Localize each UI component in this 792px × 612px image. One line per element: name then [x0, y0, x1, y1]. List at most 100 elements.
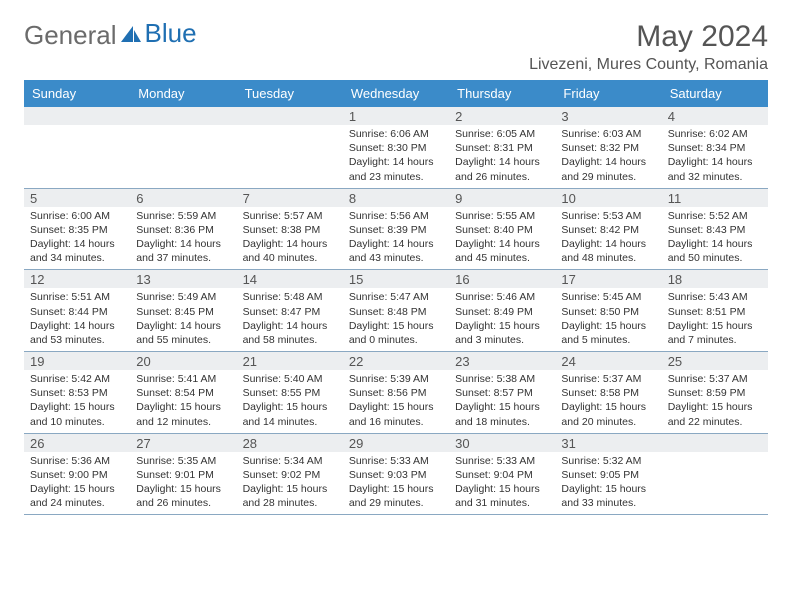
week-body-row: Sunrise: 5:51 AMSunset: 8:44 PMDaylight:… [24, 288, 768, 352]
daylight-line: Daylight: 15 hours and 28 minutes. [243, 482, 337, 510]
sunset-line: Sunset: 8:47 PM [243, 305, 337, 319]
day-cell: Sunrise: 5:53 AMSunset: 8:42 PMDaylight:… [555, 207, 661, 270]
sunrise-line: Sunrise: 5:46 AM [455, 290, 549, 304]
day-number: 26 [24, 434, 130, 452]
sunset-line: Sunset: 8:32 PM [561, 141, 655, 155]
daylight-line: Daylight: 14 hours and 55 minutes. [136, 319, 230, 347]
week-body-row: Sunrise: 5:36 AMSunset: 9:00 PMDaylight:… [24, 452, 768, 516]
weekday-header: Monday [130, 80, 236, 107]
sunrise-line: Sunrise: 5:35 AM [136, 454, 230, 468]
sunrise-line: Sunrise: 5:33 AM [349, 454, 443, 468]
sunrise-line: Sunrise: 5:55 AM [455, 209, 549, 223]
daylight-line: Daylight: 14 hours and 48 minutes. [561, 237, 655, 265]
location-text: Livezeni, Mures County, Romania [529, 56, 768, 74]
sunset-line: Sunset: 9:02 PM [243, 468, 337, 482]
page-header: General Blue May 2024 Livezeni, Mures Co… [24, 20, 768, 74]
daylight-line: Daylight: 15 hours and 14 minutes. [243, 400, 337, 428]
weekday-header: Saturday [662, 80, 768, 107]
day-cell: Sunrise: 5:56 AMSunset: 8:39 PMDaylight:… [343, 207, 449, 270]
sunset-line: Sunset: 8:36 PM [136, 223, 230, 237]
daylight-line: Daylight: 15 hours and 24 minutes. [30, 482, 124, 510]
sunrise-line: Sunrise: 5:37 AM [561, 372, 655, 386]
sunrise-line: Sunrise: 6:03 AM [561, 127, 655, 141]
daylight-line: Daylight: 14 hours and 53 minutes. [30, 319, 124, 347]
weekday-header: Sunday [24, 80, 130, 107]
sunrise-line: Sunrise: 5:53 AM [561, 209, 655, 223]
sunset-line: Sunset: 8:39 PM [349, 223, 443, 237]
daylight-line: Daylight: 15 hours and 29 minutes. [349, 482, 443, 510]
day-number: 8 [343, 189, 449, 207]
day-cell: Sunrise: 5:45 AMSunset: 8:50 PMDaylight:… [555, 288, 661, 351]
day-number: 5 [24, 189, 130, 207]
day-cell: Sunrise: 5:59 AMSunset: 8:36 PMDaylight:… [130, 207, 236, 270]
daylight-line: Daylight: 14 hours and 40 minutes. [243, 237, 337, 265]
sunrise-line: Sunrise: 5:39 AM [349, 372, 443, 386]
calendar-grid: SundayMondayTuesdayWednesdayThursdayFrid… [24, 80, 768, 515]
sunrise-line: Sunrise: 5:49 AM [136, 290, 230, 304]
daylight-line: Daylight: 15 hours and 18 minutes. [455, 400, 549, 428]
day-number: 7 [237, 189, 343, 207]
sunrise-line: Sunrise: 5:36 AM [30, 454, 124, 468]
sunrise-line: Sunrise: 5:38 AM [455, 372, 549, 386]
daylight-line: Daylight: 14 hours and 34 minutes. [30, 237, 124, 265]
sunset-line: Sunset: 8:48 PM [349, 305, 443, 319]
daylight-line: Daylight: 14 hours and 58 minutes. [243, 319, 337, 347]
daylight-line: Daylight: 15 hours and 22 minutes. [668, 400, 762, 428]
day-number: 4 [662, 107, 768, 125]
day-number: 17 [555, 270, 661, 288]
sunrise-line: Sunrise: 5:41 AM [136, 372, 230, 386]
week-body-row: Sunrise: 6:00 AMSunset: 8:35 PMDaylight:… [24, 207, 768, 271]
day-cell: Sunrise: 5:51 AMSunset: 8:44 PMDaylight:… [24, 288, 130, 351]
sunset-line: Sunset: 8:58 PM [561, 386, 655, 400]
day-cell [24, 125, 130, 188]
sunset-line: Sunset: 8:43 PM [668, 223, 762, 237]
sunrise-line: Sunrise: 5:47 AM [349, 290, 443, 304]
sunset-line: Sunset: 8:34 PM [668, 141, 762, 155]
daylight-line: Daylight: 15 hours and 3 minutes. [455, 319, 549, 347]
sunset-line: Sunset: 9:04 PM [455, 468, 549, 482]
daylight-line: Daylight: 15 hours and 20 minutes. [561, 400, 655, 428]
day-cell [662, 452, 768, 515]
day-cell: Sunrise: 5:42 AMSunset: 8:53 PMDaylight:… [24, 370, 130, 433]
sunrise-line: Sunrise: 6:06 AM [349, 127, 443, 141]
day-cell [130, 125, 236, 188]
daylight-line: Daylight: 15 hours and 0 minutes. [349, 319, 443, 347]
weekday-header-row: SundayMondayTuesdayWednesdayThursdayFrid… [24, 80, 768, 107]
sunset-line: Sunset: 8:51 PM [668, 305, 762, 319]
day-cell: Sunrise: 5:36 AMSunset: 9:00 PMDaylight:… [24, 452, 130, 515]
day-number: 23 [449, 352, 555, 370]
day-number: 21 [237, 352, 343, 370]
sunrise-line: Sunrise: 5:33 AM [455, 454, 549, 468]
day-cell: Sunrise: 5:46 AMSunset: 8:49 PMDaylight:… [449, 288, 555, 351]
day-number: 6 [130, 189, 236, 207]
daylight-line: Daylight: 15 hours and 12 minutes. [136, 400, 230, 428]
day-cell: Sunrise: 5:33 AMSunset: 9:03 PMDaylight:… [343, 452, 449, 515]
sunset-line: Sunset: 8:59 PM [668, 386, 762, 400]
week-daynum-row: 1234 [24, 107, 768, 125]
day-cell: Sunrise: 5:39 AMSunset: 8:56 PMDaylight:… [343, 370, 449, 433]
sunset-line: Sunset: 8:50 PM [561, 305, 655, 319]
day-number: 28 [237, 434, 343, 452]
daylight-line: Daylight: 14 hours and 50 minutes. [668, 237, 762, 265]
day-number: 24 [555, 352, 661, 370]
day-cell: Sunrise: 5:43 AMSunset: 8:51 PMDaylight:… [662, 288, 768, 351]
daylight-line: Daylight: 14 hours and 26 minutes. [455, 155, 549, 183]
sunrise-line: Sunrise: 5:42 AM [30, 372, 124, 386]
sunrise-line: Sunrise: 5:32 AM [561, 454, 655, 468]
day-number: 10 [555, 189, 661, 207]
daylight-line: Daylight: 14 hours and 29 minutes. [561, 155, 655, 183]
day-number: 18 [662, 270, 768, 288]
sunset-line: Sunset: 8:54 PM [136, 386, 230, 400]
daylight-line: Daylight: 15 hours and 26 minutes. [136, 482, 230, 510]
sunrise-line: Sunrise: 5:56 AM [349, 209, 443, 223]
sunrise-line: Sunrise: 5:40 AM [243, 372, 337, 386]
sunset-line: Sunset: 9:00 PM [30, 468, 124, 482]
sunrise-line: Sunrise: 5:43 AM [668, 290, 762, 304]
day-number: 13 [130, 270, 236, 288]
week-daynum-row: 12131415161718 [24, 270, 768, 288]
logo: General Blue [24, 20, 197, 51]
day-cell: Sunrise: 5:32 AMSunset: 9:05 PMDaylight:… [555, 452, 661, 515]
day-number: 9 [449, 189, 555, 207]
day-cell: Sunrise: 5:52 AMSunset: 8:43 PMDaylight:… [662, 207, 768, 270]
sunset-line: Sunset: 8:38 PM [243, 223, 337, 237]
